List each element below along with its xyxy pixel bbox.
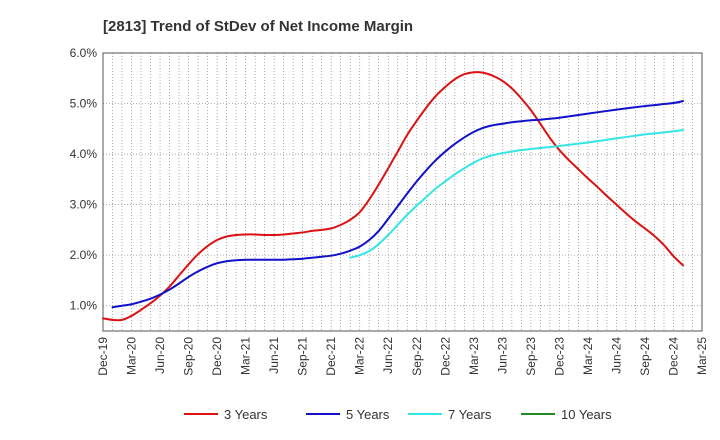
x-tick-label-group: Sep-23: [524, 337, 538, 376]
x-tick-label-group: Dec-21: [324, 337, 338, 376]
x-tick-label-group: Dec-19: [96, 337, 110, 376]
x-tick-label-group: Mar-20: [125, 337, 139, 375]
x-tick-label: Jun-23: [495, 337, 509, 374]
y-tick-label: 2.0%: [70, 248, 98, 262]
legend-label: 10 Years: [561, 407, 612, 422]
x-tick-label-group: Jun-22: [381, 337, 395, 374]
x-tick-label-group: Sep-22: [410, 337, 424, 376]
x-tick-label: Jun-21: [267, 337, 281, 374]
x-tick-label-group: Dec-24: [666, 337, 680, 376]
x-tick-label: Mar-22: [353, 337, 367, 375]
x-tick-label: Jun-22: [381, 337, 395, 374]
chart-title: [2813] Trend of StDev of Net Income Marg…: [103, 18, 413, 35]
x-tick-label: Dec-22: [438, 337, 452, 376]
series-lines: [102, 71, 684, 322]
x-tick-label-group: Jun-23: [495, 337, 509, 374]
x-tick-label-group: Mar-24: [581, 337, 595, 375]
x-tick-label: Dec-21: [324, 337, 338, 376]
x-tick-label: Sep-21: [296, 337, 310, 376]
x-tick-label-group: Mar-21: [239, 337, 253, 375]
legend-item: 10 Years: [521, 407, 612, 422]
x-tick-label: Dec-19: [96, 337, 110, 376]
x-tick-label: Dec-20: [210, 337, 224, 376]
x-tick-label: Mar-23: [467, 337, 481, 375]
y-tick-label: 1.0%: [70, 299, 98, 313]
x-tick-label: Jun-20: [153, 337, 167, 374]
legend-label: 7 Years: [448, 407, 492, 422]
x-tick-label-group: Dec-20: [210, 337, 224, 376]
series-line-5-years: [111, 100, 684, 309]
series-line-3-years: [102, 71, 684, 322]
x-tick-label: Dec-23: [552, 337, 566, 376]
y-tick-label: 4.0%: [70, 147, 98, 161]
x-tick-label: Sep-20: [182, 337, 196, 376]
series-line-7-years: [349, 128, 684, 259]
x-tick-label: Mar-25: [695, 337, 709, 375]
legend-label: 5 Years: [346, 407, 390, 422]
y-tick-label: 6.0%: [70, 46, 98, 60]
x-tick-label: Dec-24: [666, 337, 680, 376]
x-tick-label-group: Jun-24: [609, 337, 623, 374]
x-tick-label-group: Mar-25: [695, 337, 709, 375]
y-tick-label: 5.0%: [70, 97, 98, 111]
y-tick-label: 3.0%: [70, 198, 98, 212]
x-tick-label: Mar-20: [125, 337, 139, 375]
x-tick-label: Sep-23: [524, 337, 538, 376]
x-tick-label-group: Dec-22: [438, 337, 452, 376]
x-tick-label: Sep-24: [638, 337, 652, 376]
legend-item: 7 Years: [408, 407, 492, 422]
x-tick-label-group: Mar-23: [467, 337, 481, 375]
x-tick-label-group: Jun-21: [267, 337, 281, 374]
plot-area-frame: [102, 52, 703, 332]
legend: 3 Years 5 Years 7 Years 10 Years: [184, 407, 612, 422]
x-tick-label: Mar-24: [581, 337, 595, 375]
x-tick-label: Jun-24: [609, 337, 623, 374]
x-tick-label: Sep-22: [410, 337, 424, 376]
x-tick-label-group: Sep-21: [296, 337, 310, 376]
grid: [103, 53, 702, 331]
x-tick-label-group: Sep-20: [182, 337, 196, 376]
x-tick-label-group: Mar-22: [353, 337, 367, 375]
x-tick-label-group: Dec-23: [552, 337, 566, 376]
x-tick-label: Mar-21: [239, 337, 253, 375]
legend-item: 5 Years: [306, 407, 390, 422]
x-tick-label-group: Sep-24: [638, 337, 652, 376]
x-tick-label-group: Jun-20: [153, 337, 167, 374]
legend-item: 3 Years: [184, 407, 268, 422]
legend-label: 3 Years: [224, 407, 268, 422]
axes: 1.0% 2.0% 3.0% 4.0% 5.0% 6.0% Dec-19 Mar-20 Jun-…: [70, 46, 709, 376]
